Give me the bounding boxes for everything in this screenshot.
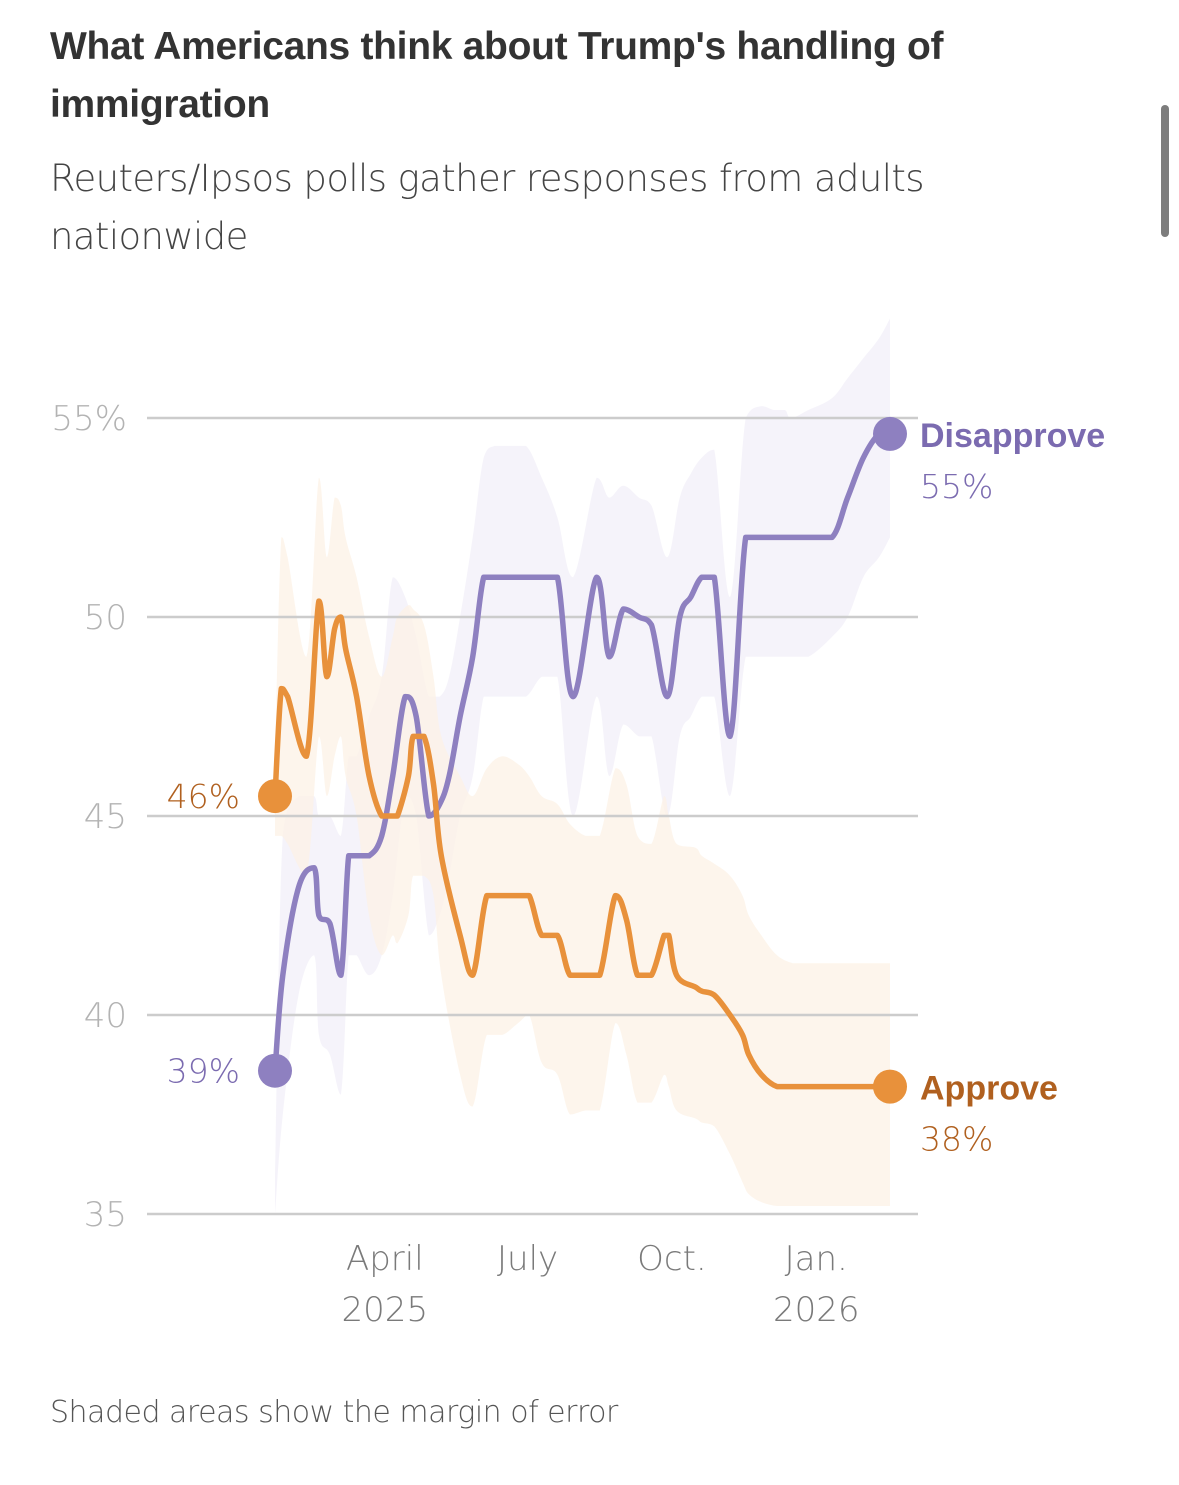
end-value-label: 38% bbox=[920, 1120, 993, 1159]
end-marker-disapprove bbox=[873, 416, 907, 451]
x-tick-label: Oct. bbox=[637, 1239, 707, 1279]
line-chart: 55% 50 45 40 35 April 2025 July Oct. Jan. 2026 39% D… bbox=[51, 318, 1105, 1330]
y-tick-label: 45 bbox=[84, 797, 127, 837]
x-tick-label: Jan. bbox=[785, 1239, 848, 1279]
x-tick-label: April bbox=[346, 1239, 424, 1279]
y-tick-label: 40 bbox=[84, 996, 127, 1036]
series-line-disapprove bbox=[272, 431, 893, 1074]
x-tick-label: July bbox=[497, 1239, 558, 1279]
start-value-label: 46% bbox=[167, 777, 240, 816]
chart-title: What Americans think about Trump's handl… bbox=[50, 25, 944, 126]
y-tick-label: 35 bbox=[84, 1195, 127, 1235]
y-tick-label: 55% bbox=[51, 399, 127, 439]
footnote: Shaded areas show the margin of error bbox=[50, 1395, 618, 1430]
labels: 55% 50 45 40 35 April 2025 July Oct. Jan. 2026 39% D… bbox=[51, 399, 1105, 1330]
series-line-approve bbox=[272, 598, 893, 1090]
start-marker-approve bbox=[258, 779, 292, 814]
end-markers bbox=[258, 416, 907, 1104]
gridlines bbox=[147, 416, 918, 1216]
scrollbar[interactable] bbox=[1161, 105, 1169, 237]
x-tick-year-label: 2025 bbox=[342, 1290, 429, 1330]
end-value-label: 55% bbox=[920, 467, 993, 506]
y-tick-label: 50 bbox=[84, 598, 127, 638]
moe-band-disapprove bbox=[275, 318, 890, 1214]
end-marker-approve bbox=[873, 1069, 907, 1104]
x-tick-year-label: 2026 bbox=[773, 1290, 860, 1330]
series-name-label: Approve bbox=[920, 1070, 1058, 1108]
chart-subtitle: Reuters/Ipsos polls gather responses fro… bbox=[50, 157, 925, 258]
series-name-label: Disapprove bbox=[920, 417, 1105, 455]
start-marker-disapprove bbox=[258, 1053, 292, 1088]
start-value-label: 39% bbox=[167, 1052, 240, 1091]
series-lines bbox=[272, 431, 893, 1090]
